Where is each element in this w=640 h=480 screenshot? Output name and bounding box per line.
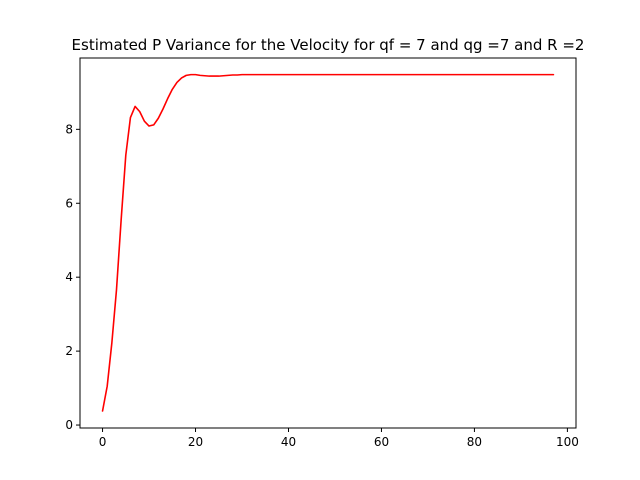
y-tick-label: 6 — [65, 196, 73, 210]
chart-title: Estimated P Variance for the Velocity fo… — [72, 36, 585, 54]
y-axis: 0 2 4 6 8 — [65, 122, 80, 432]
plot-area — [101, 73, 555, 412]
x-tick-label: 60 — [374, 435, 389, 449]
x-axis: 0 20 40 60 80 100 — [99, 428, 579, 449]
y-tick-label: 2 — [65, 344, 73, 358]
series-line-0 — [101, 73, 555, 412]
y-tick-label: 4 — [65, 270, 73, 284]
y-tick-label: 0 — [65, 418, 73, 432]
y-tick-label: 8 — [65, 122, 73, 136]
x-tick-label: 100 — [556, 435, 579, 449]
x-tick-label: 0 — [99, 435, 107, 449]
x-tick-label: 40 — [281, 435, 296, 449]
axes-frame — [79, 57, 577, 429]
x-tick-label: 80 — [467, 435, 482, 449]
x-tick-label: 20 — [188, 435, 203, 449]
